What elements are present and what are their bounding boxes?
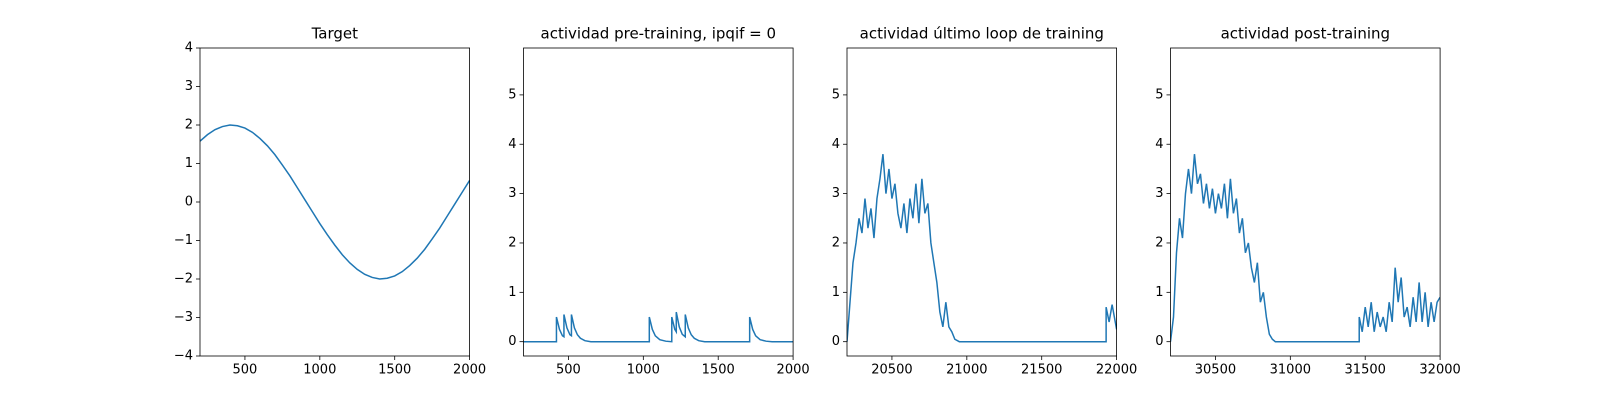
x-tick-label: 2000 — [777, 363, 810, 378]
x-tick-label: 30500 — [1195, 363, 1236, 378]
data-line — [200, 124, 470, 280]
y-tick-label: 1 — [508, 285, 516, 300]
y-tick-label: 1 — [1155, 285, 1163, 300]
x-tick-label: 1500 — [702, 363, 735, 378]
y-tick-label: 2 — [1155, 235, 1163, 250]
x-tick-label: 22000 — [1096, 363, 1137, 378]
x-tick-label: 2000 — [453, 363, 486, 378]
y-tick-label: 3 — [508, 186, 516, 201]
x-tick-label: 31000 — [1270, 363, 1311, 378]
y-tick-label: 3 — [185, 79, 193, 94]
data-line — [523, 311, 794, 343]
y-tick-label: 1 — [185, 156, 193, 171]
y-tick-label: 0 — [185, 195, 193, 210]
y-tick-label: 4 — [832, 137, 840, 152]
y-tick-label: 5 — [1155, 87, 1163, 102]
y-tick-label: 4 — [508, 137, 516, 152]
axes-frame — [846, 47, 1118, 357]
y-tick-label: 0 — [1155, 334, 1163, 349]
y-tick-label: 5 — [832, 87, 840, 102]
axes-frame — [523, 47, 794, 357]
y-tick-label: 2 — [185, 118, 193, 133]
y-tick-label: −3 — [174, 310, 193, 325]
y-tick-label: 3 — [832, 186, 840, 201]
x-tick-label: 1000 — [627, 363, 660, 378]
x-tick-label: 32000 — [1419, 363, 1460, 378]
y-tick-label: 3 — [1155, 186, 1163, 201]
x-tick-label: 21000 — [946, 363, 987, 378]
axes-title: Target — [311, 25, 359, 43]
data-line — [1170, 154, 1441, 343]
x-tick-label: 1000 — [303, 363, 336, 378]
x-tick-label: 500 — [233, 363, 258, 378]
y-tick-label: −4 — [174, 349, 193, 364]
y-tick-label: 4 — [1155, 137, 1163, 152]
data-line — [847, 154, 1117, 343]
y-tick-label: 2 — [508, 235, 516, 250]
x-tick-label: 500 — [556, 363, 581, 378]
axes-title: actividad post-training — [1221, 25, 1390, 43]
y-tick-label: 4 — [185, 41, 193, 56]
axes-title: actividad pre-training, ipqif = 0 — [541, 25, 777, 43]
y-tick-label: 1 — [832, 285, 840, 300]
x-tick-label: 21500 — [1021, 363, 1062, 378]
x-tick-label: 1500 — [378, 363, 411, 378]
axes-frame — [199, 47, 471, 357]
y-tick-label: −2 — [174, 272, 193, 287]
y-tick-label: 2 — [832, 235, 840, 250]
x-tick-label: 20500 — [871, 363, 912, 378]
axes-title: actividad último loop de training — [860, 25, 1104, 43]
x-tick-label: 31500 — [1345, 363, 1386, 378]
y-tick-label: 0 — [508, 334, 516, 349]
y-tick-label: 0 — [832, 334, 840, 349]
axes-frame — [1170, 47, 1441, 357]
y-tick-label: −1 — [174, 233, 193, 248]
y-tick-label: 5 — [508, 87, 516, 102]
